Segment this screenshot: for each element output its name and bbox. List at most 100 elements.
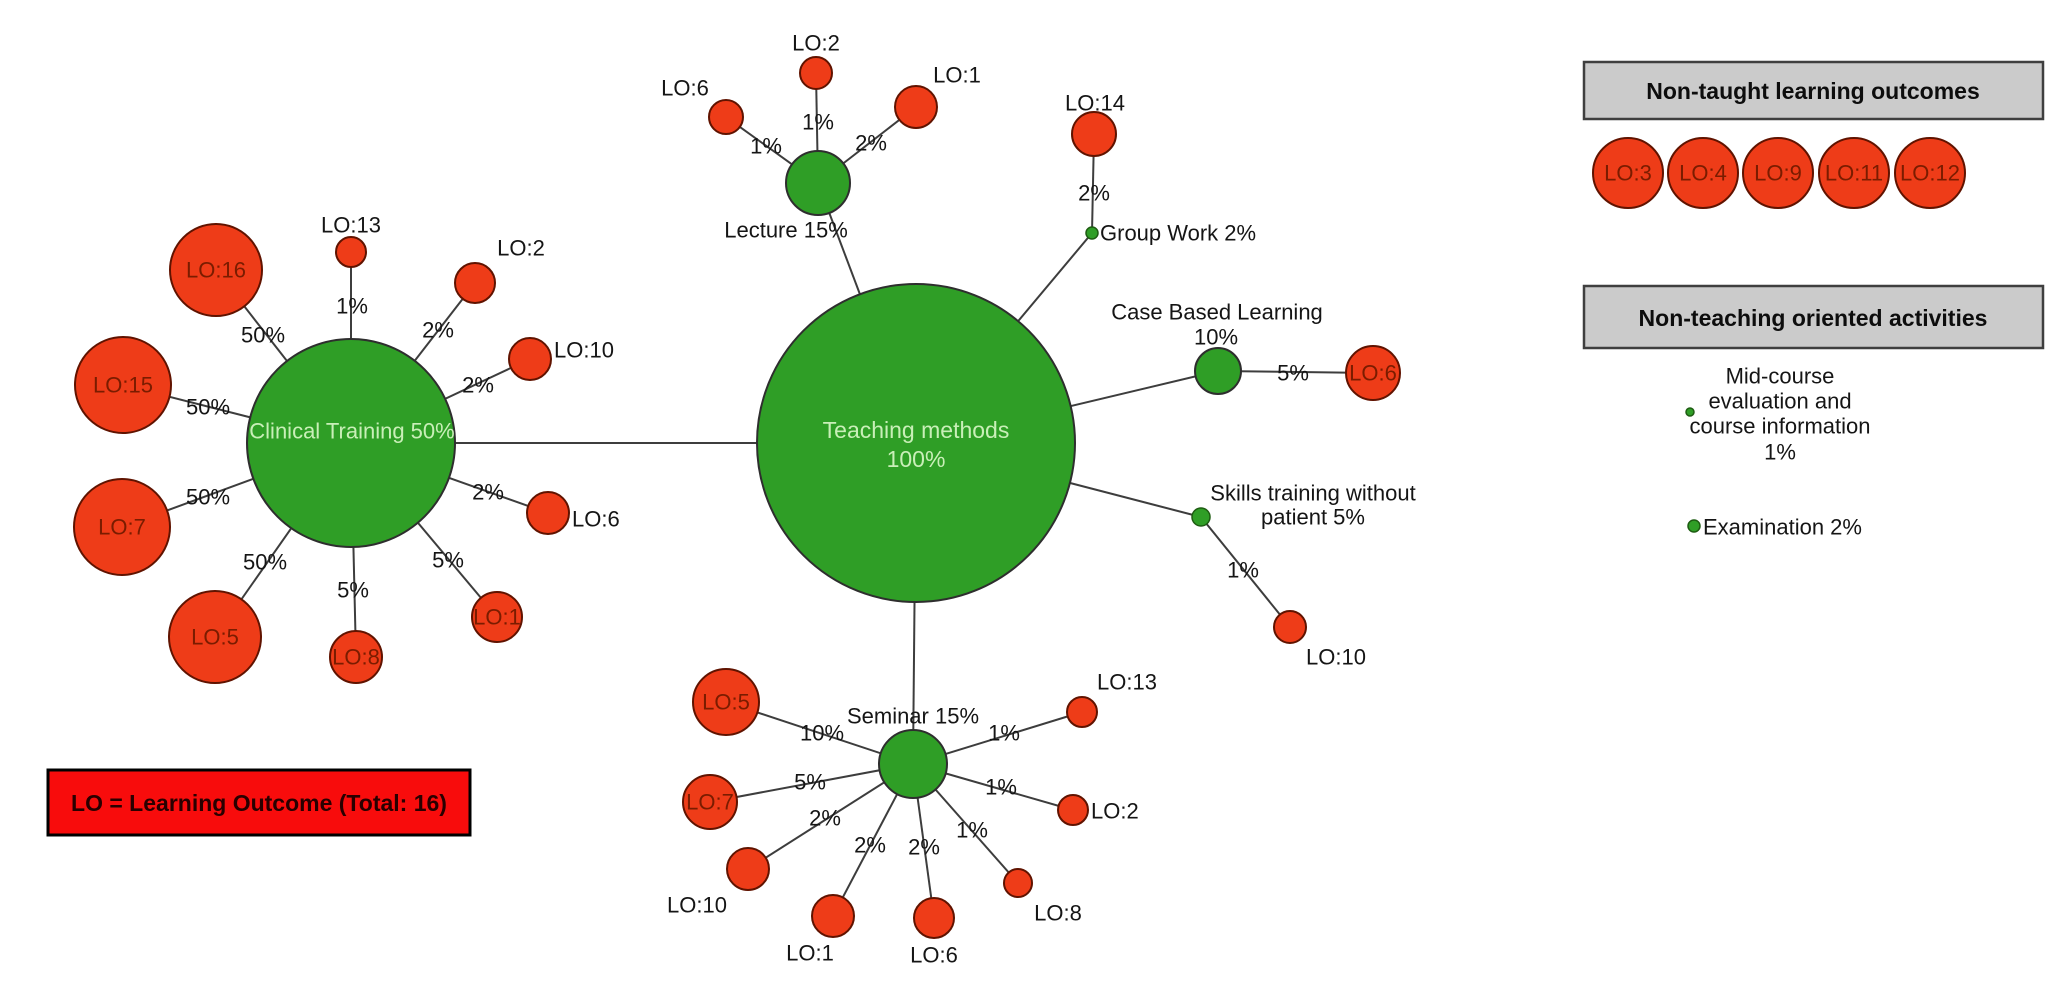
examination-dot xyxy=(1687,519,1701,533)
lo-node-seminar-lo6 xyxy=(913,897,955,939)
pct-label: 50% xyxy=(241,323,285,348)
lecture-node xyxy=(785,150,851,216)
legend: LO = Learning Outcome (Total: 16) xyxy=(46,768,472,837)
lo-node-seminar-lo13 xyxy=(1066,696,1098,728)
lo-label: LO:3 xyxy=(1604,161,1652,186)
clinical-label: Clinical Training 50% xyxy=(249,419,454,444)
midcourse-label-line1: Mid-course xyxy=(1726,364,1835,389)
lo-label: LO:6 xyxy=(910,943,958,968)
lo-node-seminar-lo8 xyxy=(1003,868,1033,898)
lo-node-clinical-lo8 xyxy=(329,630,383,684)
lo-node-seminar-lo7 xyxy=(682,774,738,830)
pct-label: 2% xyxy=(1078,181,1110,206)
lo-label: LO:10 xyxy=(1306,645,1366,670)
midcourse-label-line4: 1% xyxy=(1764,440,1796,465)
clinical-training-node xyxy=(246,338,456,548)
lo-label: LO:9 xyxy=(1754,161,1802,186)
skills-label-line1: Skills training without xyxy=(1210,481,1415,506)
lo-node-groupwork-lo14 xyxy=(1071,111,1117,157)
lecture-label: Lecture 15% xyxy=(724,218,848,243)
non-taught-header-box xyxy=(1582,60,2045,121)
pct-label: 5% xyxy=(337,578,369,603)
pct-label: 2% xyxy=(908,835,940,860)
hub-label-line2: 100% xyxy=(887,446,946,472)
examination-label: Examination 2% xyxy=(1703,515,1862,540)
pct-label: 1% xyxy=(802,110,834,135)
groupwork-label: Group Work 2% xyxy=(1100,221,1256,246)
legend-box xyxy=(46,768,472,837)
lo-node-clinical-lo16 xyxy=(169,223,263,317)
pct-label: 10% xyxy=(800,721,844,746)
lo-label: LO:11 xyxy=(1825,161,1883,186)
legend-text: LO = Learning Outcome (Total: 16) xyxy=(71,790,447,816)
lo-node-clinical-lo7 xyxy=(73,478,171,576)
lo-node-clinical-lo10 xyxy=(508,337,552,381)
casebased-label-line2: 10% xyxy=(1194,325,1238,350)
pct-label: 1% xyxy=(750,134,782,159)
casebased-label-line1: Case Based Learning xyxy=(1111,300,1323,325)
pct-label: 50% xyxy=(186,395,230,420)
skills-training-node xyxy=(1191,507,1211,527)
lo-node-seminar-lo2 xyxy=(1057,794,1089,826)
lo-node-clinical-lo15 xyxy=(74,336,172,434)
case-based-learning-node xyxy=(1194,347,1242,395)
lo-node-nontaught-lo12 xyxy=(1894,137,1966,209)
pct-label: 5% xyxy=(794,770,826,795)
panel-non-taught: Non-taught learning outcomes LO:3 LO:4 L… xyxy=(1582,60,2045,209)
pct-label: 5% xyxy=(1277,361,1309,386)
lo-label: LO:6 xyxy=(572,507,620,532)
group-work-node xyxy=(1085,226,1099,240)
lo-node-nontaught-lo3 xyxy=(1592,137,1664,209)
lo-node-lecture-lo6 xyxy=(708,99,744,135)
lo-node-nontaught-lo4 xyxy=(1667,137,1739,209)
lo-node-clinical-lo13 xyxy=(335,236,367,268)
lo-label: LO:16 xyxy=(186,258,246,283)
pct-label: 1% xyxy=(956,818,988,843)
lo-node-casebased-lo6 xyxy=(1345,345,1401,401)
pct-label: 2% xyxy=(809,806,841,831)
lo-node-nontaught-lo11 xyxy=(1818,137,1890,209)
lo-label: LO:4 xyxy=(1679,161,1727,186)
lo-label: LO:7 xyxy=(98,515,146,540)
pct-label: 1% xyxy=(985,775,1017,800)
lo-label: LO:10 xyxy=(554,338,614,363)
lo-node-seminar-lo10 xyxy=(726,847,770,891)
midcourse-label-line2: evaluation and xyxy=(1708,389,1851,414)
pct-label: 2% xyxy=(462,373,494,398)
lo-node-clinical-lo6 xyxy=(526,491,570,535)
lo-label: LO:5 xyxy=(191,625,239,650)
skills-label-line2: patient 5% xyxy=(1261,505,1365,530)
lo-label: LO:8 xyxy=(1034,901,1082,926)
lo-label: LO:2 xyxy=(792,31,840,56)
seminar-node xyxy=(878,729,948,799)
lo-label: LO:12 xyxy=(1900,161,1960,186)
non-taught-title: Non-taught learning outcomes xyxy=(1646,78,1980,104)
lo-node-clinical-lo1 xyxy=(471,591,523,643)
edge-skills-lo10 xyxy=(1200,516,1291,628)
lo-node-clinical-lo5 xyxy=(168,590,262,684)
non-teaching-header-box xyxy=(1582,284,2045,350)
non-teaching-title: Non-teaching oriented activities xyxy=(1639,305,1988,331)
lo-label: LO:8 xyxy=(332,645,380,670)
lo-node-lecture-lo2 xyxy=(799,56,833,90)
pct-label: 5% xyxy=(432,548,464,573)
nodes xyxy=(73,56,1401,939)
pct-label: 50% xyxy=(186,485,230,510)
lo-label: LO:2 xyxy=(1091,799,1139,824)
lo-node-skills-lo10 xyxy=(1273,610,1307,644)
lo-label: LO:10 xyxy=(667,893,727,918)
lo-label: LO:1 xyxy=(473,605,521,630)
hub-label-line1: Teaching methods xyxy=(823,417,1010,443)
lo-label: LO:5 xyxy=(702,690,750,715)
lo-node-clinical-lo2 xyxy=(454,262,496,304)
lo-label: LO:15 xyxy=(93,373,153,398)
lo-label: LO:6 xyxy=(661,76,709,101)
pct-label: 2% xyxy=(422,318,454,343)
midcourse-dot xyxy=(1685,407,1695,417)
seminar-label: Seminar 15% xyxy=(847,704,979,729)
pct-label: 1% xyxy=(1227,558,1259,583)
pct-label: 2% xyxy=(854,833,886,858)
lo-label: LO:1 xyxy=(933,63,981,88)
lo-label: LO:7 xyxy=(686,790,734,815)
